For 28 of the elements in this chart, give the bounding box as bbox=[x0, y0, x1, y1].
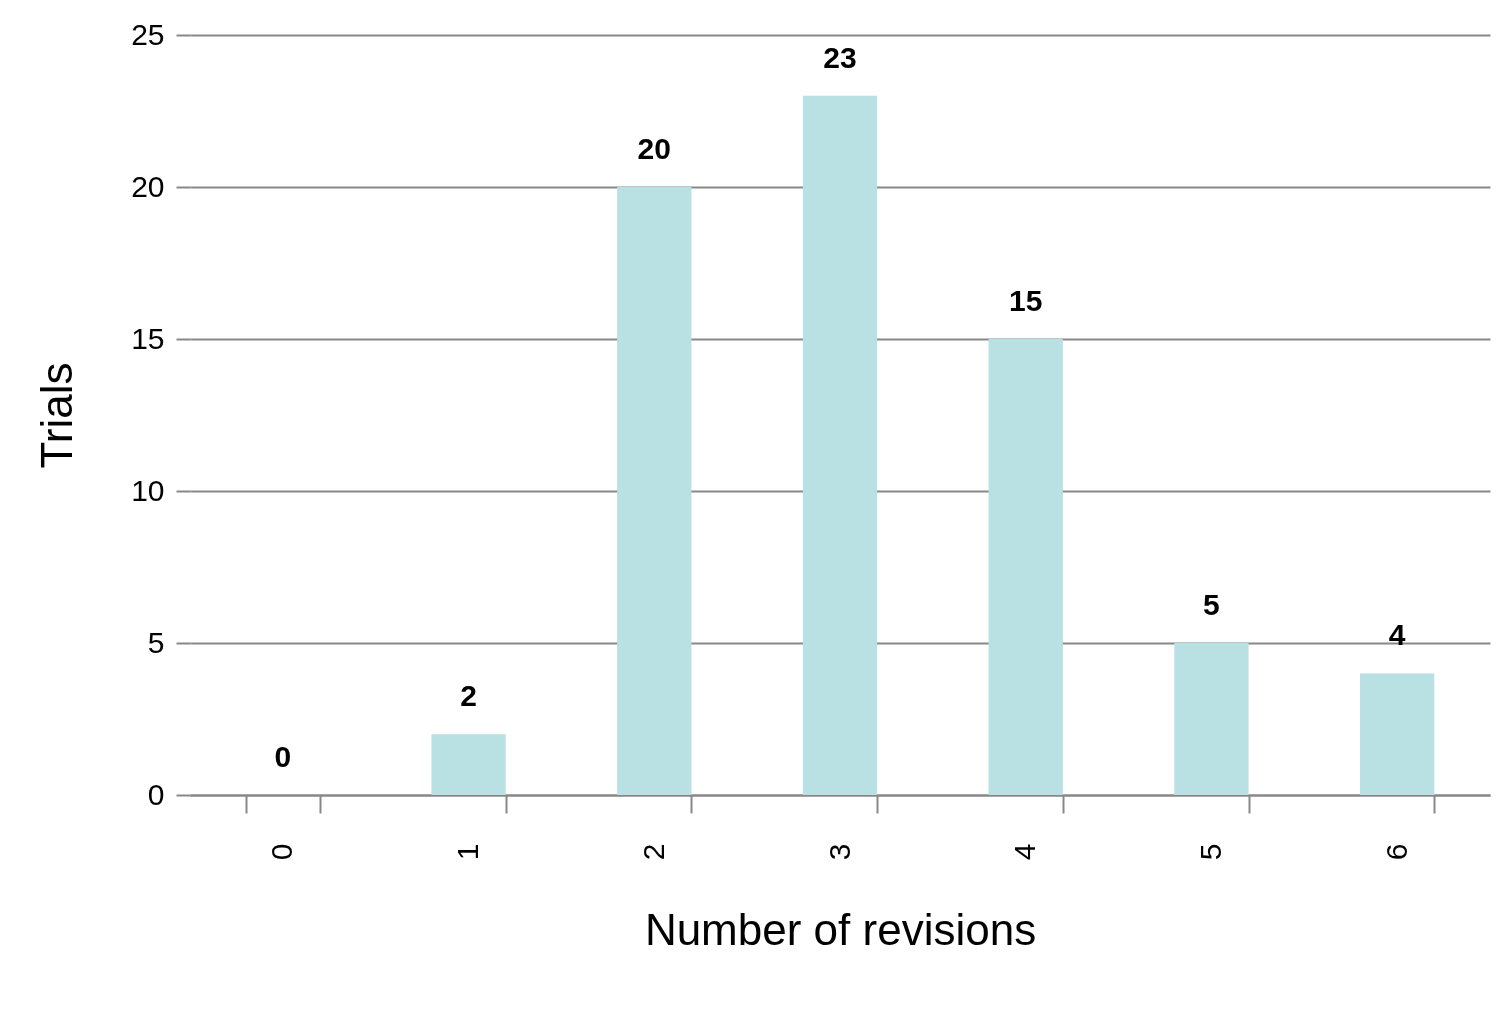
bar bbox=[1360, 673, 1435, 795]
data-label: 20 bbox=[637, 132, 671, 165]
data-label: 2 bbox=[460, 679, 477, 713]
data-label: 15 bbox=[1009, 284, 1043, 317]
bar bbox=[431, 734, 506, 795]
x-axis-title: Number of revisions bbox=[644, 905, 1037, 955]
x-tick-label: 3 bbox=[822, 843, 856, 861]
y-tick-label: 10 bbox=[131, 473, 165, 507]
bar bbox=[1174, 643, 1249, 795]
x-tick-label: 5 bbox=[1193, 843, 1227, 861]
data-label: 0 bbox=[274, 740, 292, 773]
bar bbox=[988, 339, 1063, 795]
y-tick-label: 20 bbox=[131, 169, 165, 203]
bar bbox=[802, 95, 878, 795]
x-tick-label: 4 bbox=[1008, 843, 1042, 861]
y-tick-label: 0 bbox=[147, 777, 165, 811]
y-axis-title: Trials bbox=[32, 362, 82, 469]
y-tick-label: 15 bbox=[131, 321, 165, 355]
y-tick-label: 5 bbox=[147, 625, 165, 659]
y-tick-label: 25 bbox=[131, 17, 165, 51]
x-tick-label: 0 bbox=[265, 843, 299, 861]
x-tick-label: 1 bbox=[451, 843, 485, 861]
data-label: 4 bbox=[1388, 618, 1406, 652]
x-tick-label: 2 bbox=[636, 843, 670, 861]
x-tick-label: 6 bbox=[1379, 843, 1413, 861]
data-label: 23 bbox=[823, 40, 857, 74]
bar bbox=[617, 187, 692, 795]
data-label: 5 bbox=[1203, 588, 1220, 621]
